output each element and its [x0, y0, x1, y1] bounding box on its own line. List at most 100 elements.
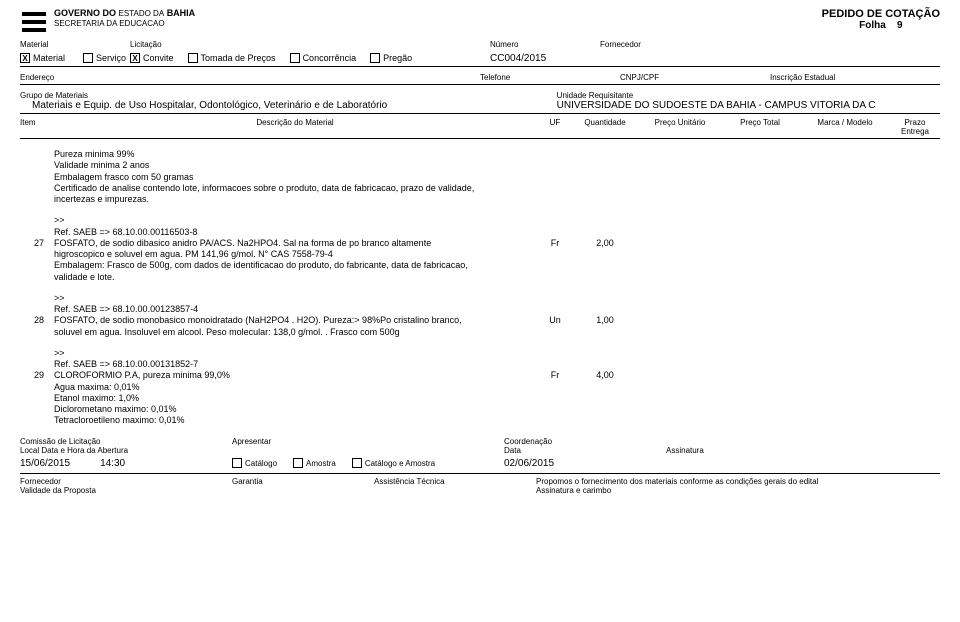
item-27-ref: >> Ref. SAEB => 68.10.00.00116503-8: [20, 215, 940, 238]
h-desc: Descrição do Material: [50, 118, 540, 136]
item-28-row: 28 FOSFATO, de sodio monobasico monoidra…: [20, 315, 940, 338]
gov-block: GOVERNO DO ESTADO DA BAHIA SECRETARIA DA…: [20, 8, 195, 36]
unidade-val: UNIVERSIDADE DO SUDOESTE DA BAHIA - CAMP…: [557, 100, 940, 111]
data-val: 15/06/2015: [20, 458, 70, 469]
pre-l3: Embalagem frasco com 50 gramas: [54, 172, 632, 183]
concorrencia-cb: [290, 53, 300, 63]
item-27-d1: FOSFATO, de sodio dibasico anidro PA/ACS…: [54, 238, 532, 249]
catalogo-amostra-checkbox[interactable]: Catálogo e Amostra: [352, 458, 435, 469]
folha-num: 9: [897, 20, 903, 31]
item-27-num: 27: [20, 238, 50, 283]
material-checkbox[interactable]: XMaterial: [20, 53, 65, 63]
telefone-label: Telefone: [480, 73, 620, 82]
gtgt-3: >>: [54, 348, 632, 359]
item-29-d2: Agua maxima: 0,01%: [54, 382, 532, 393]
material-cb: X: [20, 53, 30, 63]
tomada-checkbox[interactable]: Tomada de Preços: [188, 53, 276, 63]
h-marca: Marca / Modelo: [800, 118, 890, 136]
inscricao-label: Inscrição Estadual: [770, 73, 940, 82]
local-data-label: Local Data e Hora da Abertura: [20, 446, 220, 455]
item-29-d3: Etanol maximo: 1,0%: [54, 393, 532, 404]
assinatura-label: Assinatura: [666, 446, 940, 455]
ass-carimbo-text: Assinatura e carimbo: [536, 486, 940, 495]
item-29-ref-text: Ref. SAEB => 68.10.00.00131852-7: [54, 359, 632, 370]
h-uf: UF: [540, 118, 570, 136]
table-header: Item Descrição do Material UF Quantidade…: [20, 118, 940, 139]
item-27-d3: Embalagem: Frasco de 500g, com dados de …: [54, 260, 532, 271]
gov-l1a: GOVERNO DO: [54, 8, 116, 18]
gov-l2: SECRETARIA DA EDUCACAO: [54, 19, 195, 29]
grupo-section: Grupo de Materiais Materiais e Equip. de…: [20, 91, 940, 114]
material-label: Material: [20, 40, 110, 49]
item-29-qtd: 4,00: [570, 370, 640, 426]
assistencia-label: Assistência Técnica: [374, 477, 524, 486]
item-27-d2: higroscopico e soluvel em agua. PM 141,9…: [54, 249, 532, 260]
h-prazo2: Entrega: [890, 127, 940, 136]
item-27-row: 27 FOSFATO, de sodio dibasico anidro PA/…: [20, 238, 940, 283]
item-28-qtd: 1,00: [570, 315, 640, 338]
header: GOVERNO DO ESTADO DA BAHIA SECRETARIA DA…: [20, 8, 940, 36]
pedido-title: PEDIDO DE COTAÇÃO: [822, 8, 940, 20]
item-27-qtd: 2,00: [570, 238, 640, 283]
catalogo-checkbox[interactable]: Catálogo: [232, 458, 277, 469]
item-28-ref-text: Ref. SAEB => 68.10.00.00123857-4: [54, 304, 632, 315]
pre-desc-block: Pureza minima 99% Validade minima 2 anos…: [20, 149, 940, 205]
coordenacao-label: Coordenação: [504, 437, 654, 446]
gov-l1b: ESTADO DA: [119, 9, 165, 18]
grupo-val: Materiais e Equip. de Uso Hospitalar, Od…: [20, 100, 557, 111]
garantia-label: Garantia: [232, 477, 362, 486]
fornecedor2-label: Fornecedor: [20, 477, 220, 486]
h-item: Item: [20, 118, 50, 136]
unidade-label: Unidade Requisitante: [557, 91, 940, 100]
item-29-row: 29 CLOROFORMIO P.A, pureza minima 99,0% …: [20, 370, 940, 426]
servico-opt: Serviço: [96, 53, 126, 63]
pregao-checkbox[interactable]: Pregão: [370, 53, 412, 63]
servico-checkbox[interactable]: Serviço: [83, 53, 126, 63]
item-28-ref: >> Ref. SAEB => 68.10.00.00123857-4: [20, 293, 940, 316]
pre-l4: Certificado de analise contendo lote, in…: [54, 183, 632, 194]
pregao-cb: [370, 53, 380, 63]
folha-label: Folha: [859, 20, 886, 31]
tomada-opt: Tomada de Preços: [201, 53, 276, 63]
licitacao-label: Licitação: [130, 40, 470, 49]
item-27-uf: Fr: [540, 238, 570, 283]
grupo-label: Grupo de Materiais: [20, 91, 557, 100]
amostra-checkbox[interactable]: Amostra: [293, 458, 336, 469]
fornecedor-label: Fornecedor: [600, 40, 940, 49]
item-28-uf: Un: [540, 315, 570, 338]
pre-l2: Validade minima 2 anos: [54, 160, 632, 171]
item-29-ref: >> Ref. SAEB => 68.10.00.00131852-7: [20, 348, 940, 371]
item-29-uf: Fr: [540, 370, 570, 426]
gov-logo: [20, 8, 48, 36]
gtgt: >>: [54, 215, 632, 226]
tomada-cb: [188, 53, 198, 63]
data2-val: 02/06/2015: [504, 458, 554, 469]
item-29-d5: Tetracloroetileno maximo: 0,01%: [54, 415, 532, 426]
pre-l1: Pureza minima 99%: [54, 149, 632, 160]
pedido-block: PEDIDO DE COTAÇÃO Folha 9: [822, 8, 940, 31]
section1: Material XMaterial Serviço Licitação XCo…: [20, 40, 940, 64]
h-qtd: Quantidade: [570, 118, 640, 136]
pre-l5: incertezas e impurezas.: [54, 194, 632, 205]
item-28-d2: soluvel em agua. Insoluvel em alcool. Pe…: [54, 327, 532, 338]
apresentar-label: Apresentar: [232, 437, 492, 446]
numero-val: CC004/2015: [490, 53, 580, 64]
gov-text: GOVERNO DO ESTADO DA BAHIA SECRETARIA DA…: [54, 8, 195, 28]
concorrencia-opt: Concorrência: [303, 53, 357, 63]
item-29-num: 29: [20, 370, 50, 426]
item-28-num: 28: [20, 315, 50, 338]
footer: Comissão de Licitação Local Data e Hora …: [20, 437, 940, 495]
convite-checkbox[interactable]: XConvite: [130, 53, 174, 63]
amostra-opt: Amostra: [306, 459, 336, 468]
cnpj-label: CNPJ/CPF: [620, 73, 770, 82]
item-29-d4: Diclorometano maximo: 0,01%: [54, 404, 532, 415]
item-28-d1: FOSFATO, de sodio monobasico monoidratad…: [54, 315, 532, 326]
comissao-label: Comissão de Licitação: [20, 437, 220, 446]
concorrencia-checkbox[interactable]: Concorrência: [290, 53, 357, 63]
gtgt-2: >>: [54, 293, 632, 304]
catalogo-amostra-opt: Catálogo e Amostra: [365, 459, 435, 468]
servico-cb: [83, 53, 93, 63]
validade-prop-label: Validade da Proposta: [20, 486, 220, 495]
gov-l1c: BAHIA: [167, 8, 196, 18]
item-27-ref-text: Ref. SAEB => 68.10.00.00116503-8: [54, 227, 632, 238]
